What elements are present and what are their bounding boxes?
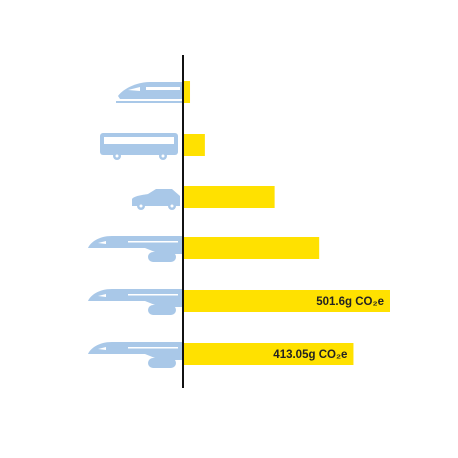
engine <box>148 305 176 315</box>
plane-icon <box>88 236 183 262</box>
engine <box>148 252 176 262</box>
bar <box>183 81 191 103</box>
engine <box>148 358 176 368</box>
bar <box>183 186 275 208</box>
car-icon <box>132 189 180 210</box>
cockpit <box>98 241 106 244</box>
windows <box>128 241 178 243</box>
windows <box>128 294 178 296</box>
train-icon <box>116 82 183 103</box>
wing <box>145 248 183 254</box>
bar <box>183 134 205 156</box>
plane-icons <box>88 236 183 368</box>
bar <box>183 343 354 365</box>
value-label: 501.6g CO₂e <box>316 296 384 308</box>
bar <box>183 290 390 312</box>
bar <box>183 237 320 259</box>
plane-icon <box>88 289 183 315</box>
cockpit <box>98 294 106 297</box>
cockpit <box>98 347 106 350</box>
plane-icon <box>88 342 183 368</box>
value-label: 413.05g CO₂e <box>273 349 347 361</box>
wing <box>145 354 183 360</box>
windows <box>128 347 178 349</box>
wing <box>145 301 183 307</box>
bus-icon <box>100 133 178 160</box>
bars: 501.6g CO₂e 413.05g CO₂e <box>183 81 390 365</box>
